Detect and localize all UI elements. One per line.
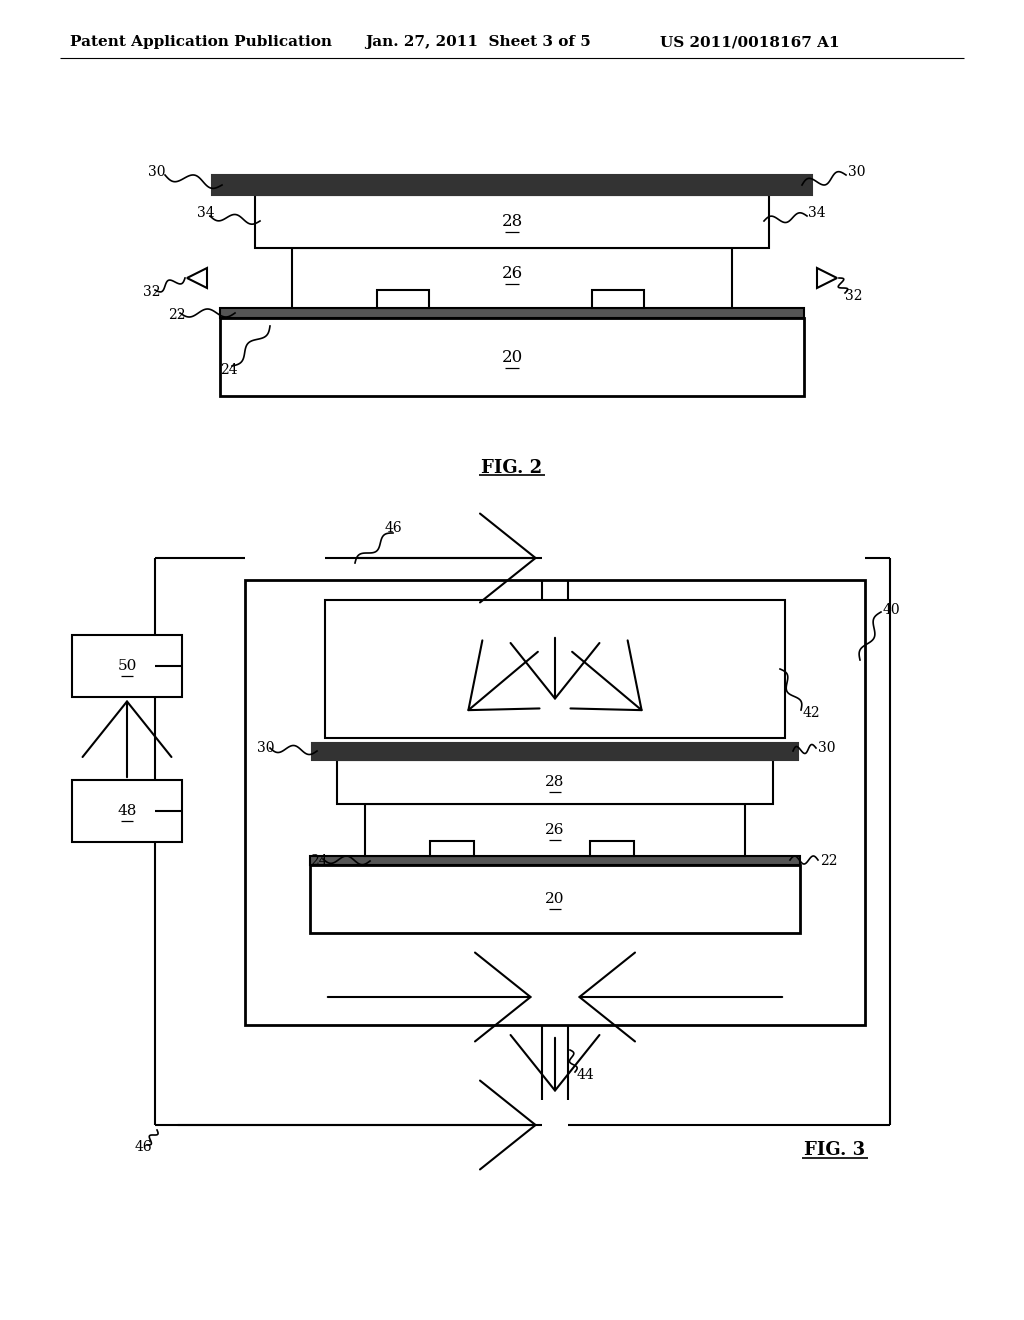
Text: Jan. 27, 2011  Sheet 3 of 5: Jan. 27, 2011 Sheet 3 of 5	[365, 36, 591, 49]
Bar	[292, 248, 732, 308]
Bar	[325, 601, 785, 738]
Bar	[220, 318, 804, 396]
Text: 24: 24	[220, 363, 238, 378]
Bar	[590, 841, 634, 855]
Bar	[377, 290, 429, 308]
Text: Patent Application Publication: Patent Application Publication	[70, 36, 332, 49]
Bar	[430, 841, 474, 855]
Bar	[72, 780, 182, 842]
Text: 20: 20	[502, 348, 522, 366]
Text: 34: 34	[808, 206, 825, 220]
Bar	[312, 743, 798, 760]
Text: 34: 34	[197, 206, 215, 220]
Text: 30: 30	[848, 165, 865, 180]
Text: 22: 22	[168, 308, 185, 322]
Bar	[592, 290, 644, 308]
Text: 50: 50	[118, 659, 136, 673]
Text: 48: 48	[118, 804, 136, 818]
Bar	[255, 195, 769, 248]
Polygon shape	[817, 268, 837, 288]
Bar	[365, 804, 745, 855]
Text: 46: 46	[135, 1140, 153, 1154]
Text: 28: 28	[546, 775, 564, 789]
Text: 26: 26	[502, 264, 522, 281]
Bar	[72, 635, 182, 697]
Text: 44: 44	[577, 1068, 595, 1082]
Text: 46: 46	[385, 521, 402, 535]
Text: 32: 32	[143, 285, 161, 300]
Text: US 2011/0018167 A1: US 2011/0018167 A1	[660, 36, 840, 49]
Bar	[310, 855, 800, 865]
Text: 30: 30	[148, 165, 166, 180]
Bar	[245, 579, 865, 1026]
Bar	[337, 760, 773, 804]
Polygon shape	[187, 268, 207, 288]
Bar	[310, 865, 800, 933]
Text: 26: 26	[545, 822, 565, 837]
Bar	[212, 176, 812, 195]
Text: 42: 42	[803, 706, 820, 719]
Text: 28: 28	[502, 213, 522, 230]
Text: 32: 32	[845, 289, 862, 304]
Text: FIG. 2: FIG. 2	[481, 459, 543, 477]
Text: 20: 20	[545, 892, 565, 906]
Text: 22: 22	[820, 854, 838, 869]
Text: 30: 30	[818, 741, 836, 755]
Text: 40: 40	[883, 603, 901, 616]
Text: 30: 30	[257, 741, 274, 755]
Text: FIG. 3: FIG. 3	[805, 1140, 865, 1159]
Bar	[220, 308, 804, 318]
Text: 24: 24	[310, 854, 328, 869]
